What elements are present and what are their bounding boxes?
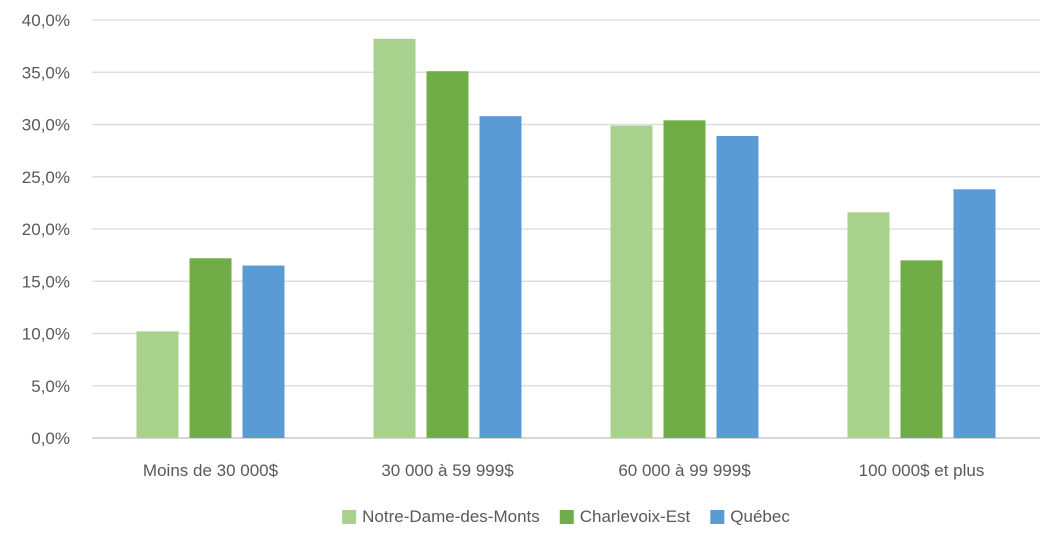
- legend-swatch: [710, 510, 725, 524]
- y-tick-label: 40,0%: [22, 11, 70, 30]
- x-category-label: 100 000$ et plus: [859, 461, 985, 480]
- y-tick-label: 5,0%: [31, 377, 70, 396]
- legend-swatch: [342, 510, 357, 524]
- bar-charlevoix-est-3: [663, 120, 706, 438]
- legend-item: Notre-Dame-des-Monts: [342, 507, 540, 526]
- bar-charlevoix-est-2: [426, 71, 469, 438]
- bar-charlevoix-est-1: [189, 258, 232, 438]
- x-category-label: Moins de 30 000$: [143, 461, 279, 480]
- bar-charlevoix-est-4: [900, 260, 943, 438]
- bar-qu-bec-2: [479, 116, 522, 438]
- bar-notre-dame-des-monts-3: [610, 125, 653, 439]
- y-tick-label: 20,0%: [22, 220, 70, 239]
- x-category-label: 30 000 à 59 999$: [381, 461, 514, 480]
- y-tick-label: 0,0%: [31, 429, 70, 448]
- x-axis: Moins de 30 000$ 30 000 à 59 999$ 60 000 à…: [143, 461, 984, 480]
- y-tick-label: 30,0%: [22, 116, 70, 135]
- bar-notre-dame-des-monts-1: [136, 331, 179, 438]
- y-tick-label: 15,0%: [22, 272, 70, 291]
- bars: [136, 38, 996, 439]
- bar-qu-bec-3: [716, 135, 759, 438]
- bar-qu-bec-4: [953, 189, 996, 438]
- legend-swatch: [559, 510, 574, 524]
- bar-notre-dame-des-monts-2: [373, 38, 416, 439]
- y-tick-label: 25,0%: [22, 168, 70, 187]
- bar-qu-bec-1: [242, 265, 285, 438]
- bar-notre-dame-des-monts-4: [847, 212, 890, 438]
- legend-label: Notre-Dame-des-Monts: [362, 507, 540, 526]
- legend-item: Charlevoix-Est: [559, 507, 691, 526]
- gridlines: [92, 19, 1040, 439]
- legend-item: Québec: [710, 507, 790, 526]
- y-tick-label: 10,0%: [22, 325, 70, 344]
- legend-label: Charlevoix-Est: [580, 507, 691, 526]
- legend-label: Québec: [730, 507, 790, 526]
- legend: Notre-Dame-des-Monts Charlevoix-Est Québec: [342, 507, 790, 526]
- x-category-label: 60 000 à 99 999$: [618, 461, 751, 480]
- y-tick-label: 35,0%: [22, 63, 70, 82]
- y-axis: 0,0% 5,0% 10,0% 15,0% 20,0% 25,0% 30,0% 35,0% 40…: [22, 11, 70, 448]
